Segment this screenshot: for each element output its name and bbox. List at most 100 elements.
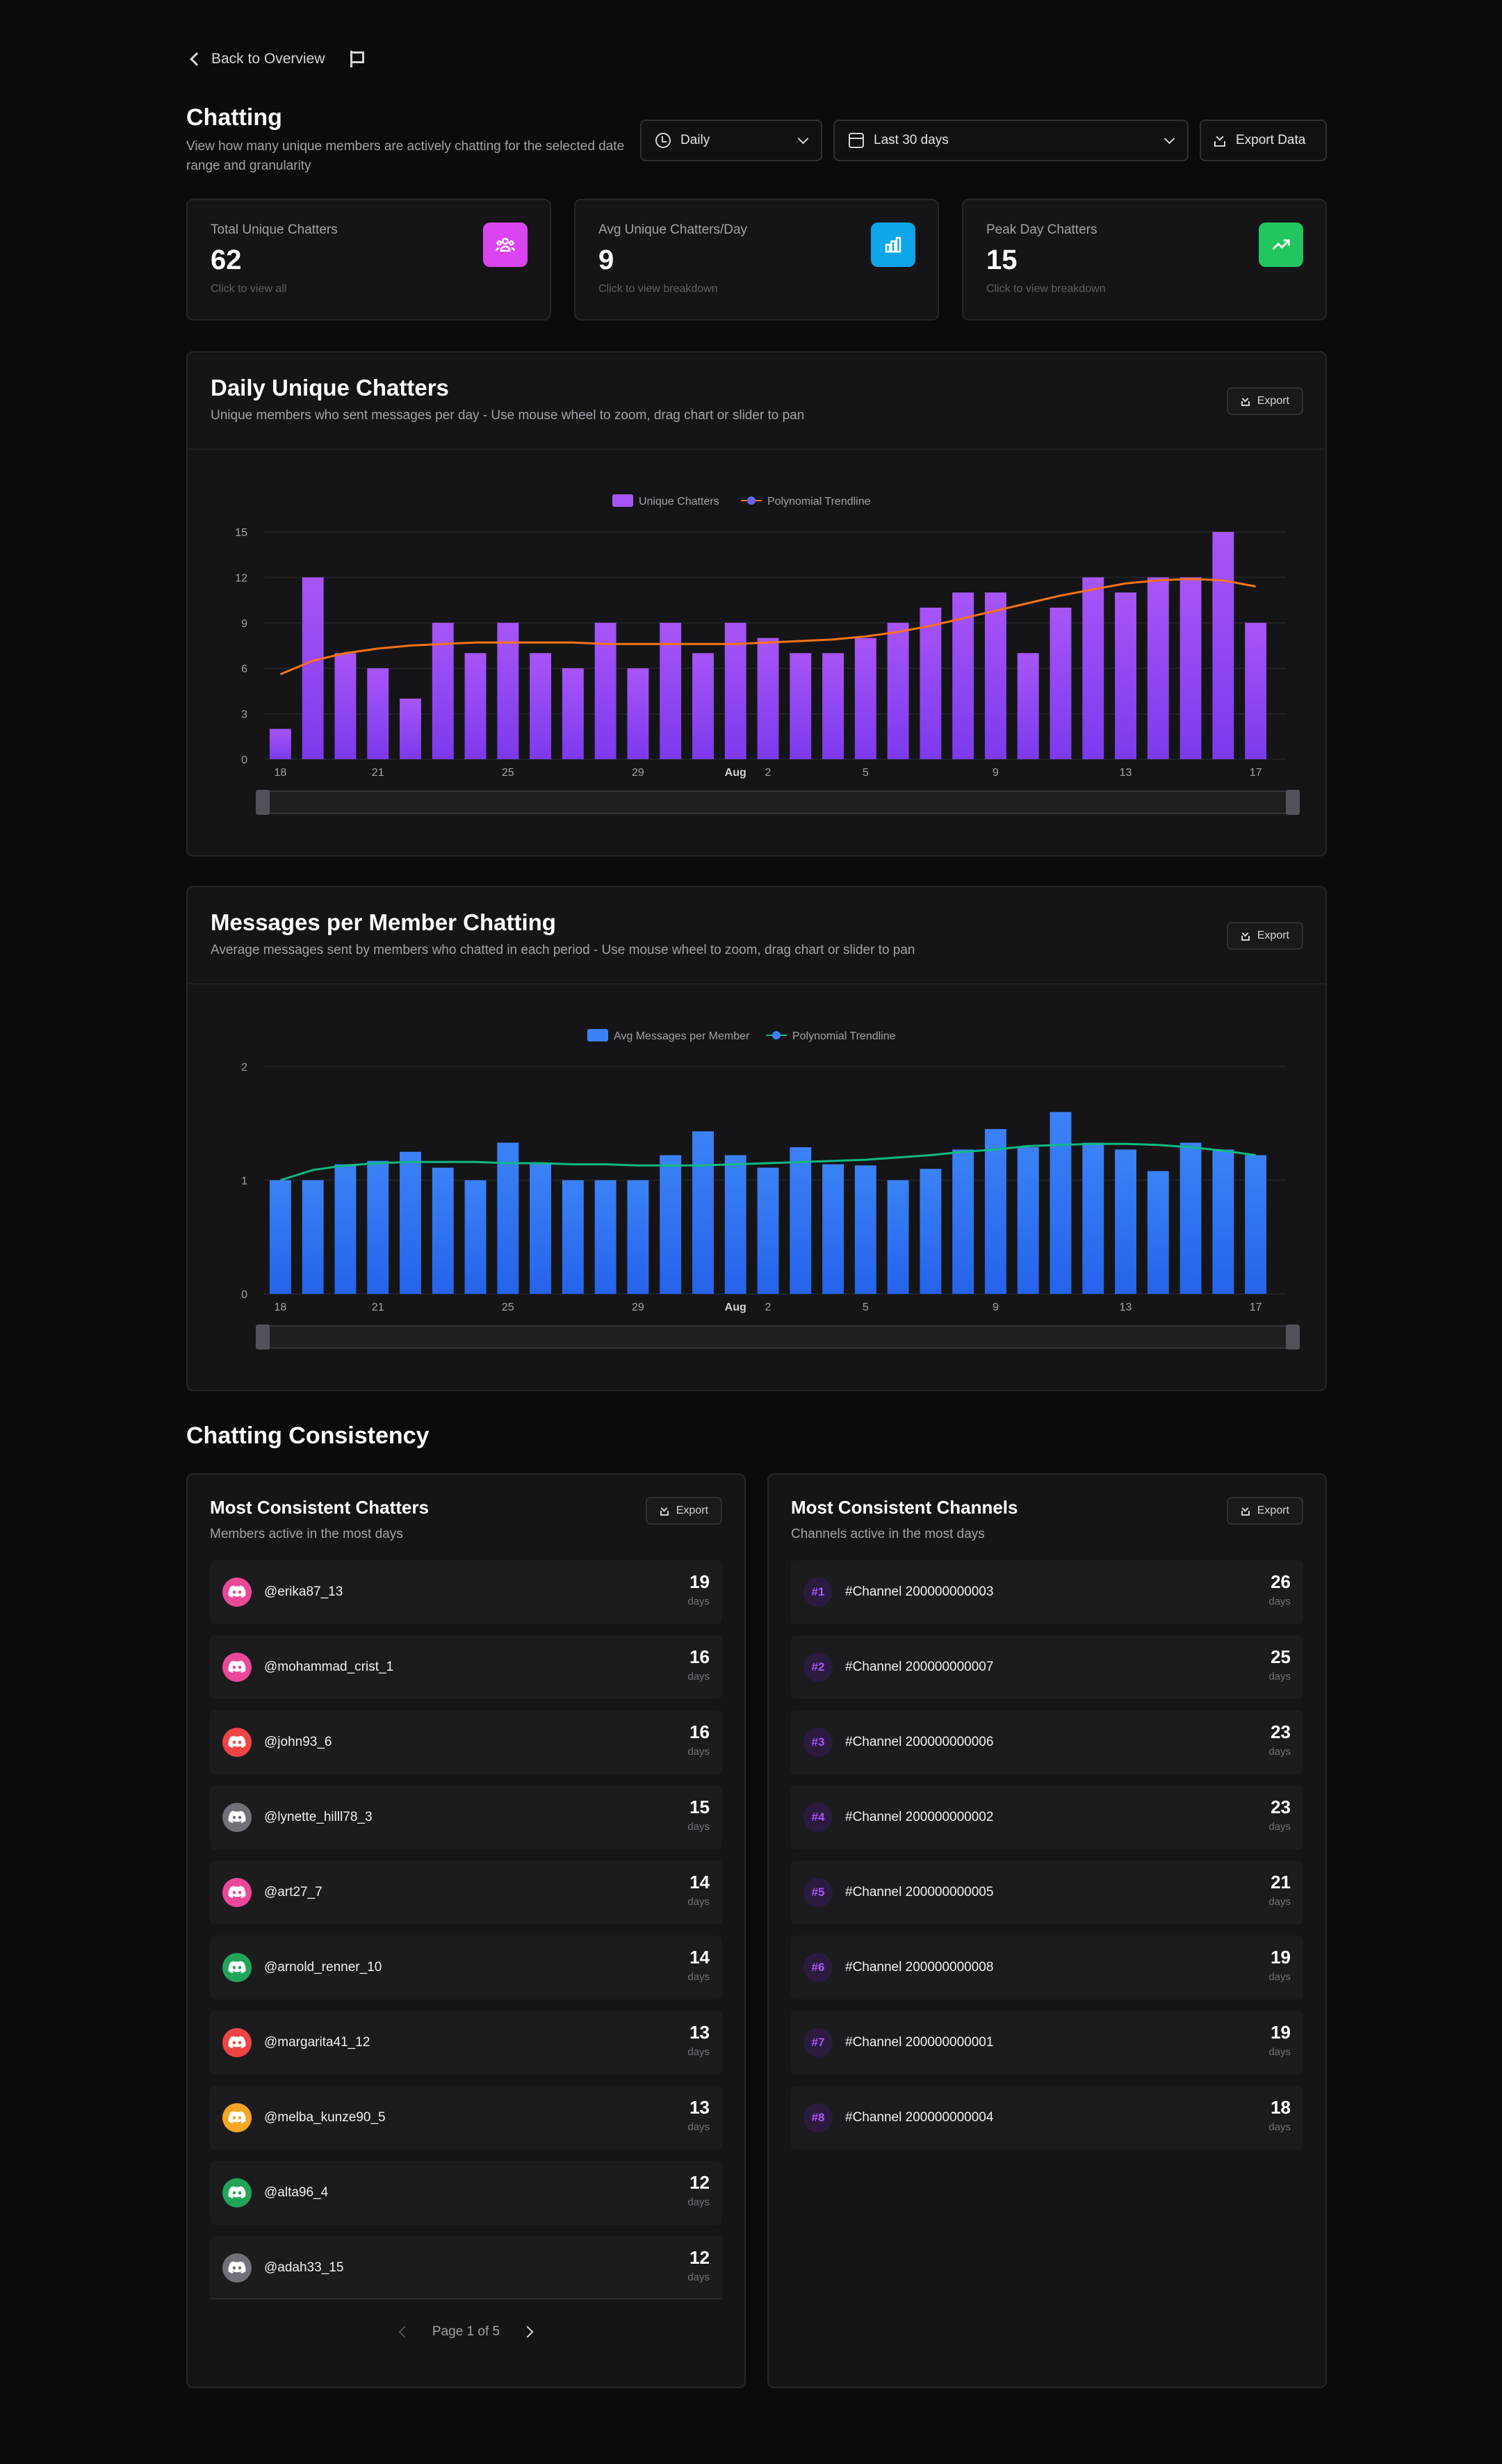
bar-aug-1[interactable] bbox=[724, 1155, 746, 1294]
bar-aug-10[interactable] bbox=[1017, 1147, 1039, 1294]
list-item[interactable]: #7 #Channel 200000000001 19 days bbox=[791, 2011, 1303, 2075]
daily-unique-chatters-chart[interactable]: Unique Chatters Polynomial Trendline 0 3 6 9 1… bbox=[188, 450, 1325, 855]
list-item[interactable]: #3 #Channel 200000000006 23 days bbox=[791, 1710, 1303, 1774]
list-item[interactable]: #8 #Channel 200000000004 18 days bbox=[791, 2086, 1303, 2150]
stat-card-peak-day-chatters[interactable]: Peak Day Chatters 15 Click to view break… bbox=[962, 199, 1327, 321]
zoom-slider-handle-left[interactable] bbox=[256, 1324, 270, 1349]
bar-jul-22[interactable] bbox=[400, 1151, 421, 1294]
bar-jul-20[interactable] bbox=[334, 653, 357, 759]
bar-jul-26[interactable] bbox=[530, 1164, 552, 1294]
bar-aug-6[interactable] bbox=[887, 1180, 909, 1295]
list-item[interactable]: #1 #Channel 200000000003 26 days bbox=[791, 1560, 1303, 1624]
legend-label-trend[interactable]: Polynomial Trendline bbox=[767, 496, 871, 508]
bar-aug-13[interactable] bbox=[1115, 592, 1136, 759]
bar-jul-27[interactable] bbox=[562, 1180, 584, 1295]
list-item[interactable]: @art27_7 14 days bbox=[210, 1861, 722, 1924]
list-item[interactable]: @melba_kunze90_5 13 days bbox=[210, 2086, 722, 2150]
export-button[interactable]: Export bbox=[1226, 1497, 1303, 1525]
list-item[interactable]: @margarita41_12 13 days bbox=[210, 2011, 722, 2075]
list-item[interactable]: #4 #Channel 200000000002 23 days bbox=[791, 1785, 1303, 1849]
list-item[interactable]: @adah33_15 12 days bbox=[210, 2236, 722, 2300]
zoom-slider-handle-left[interactable] bbox=[256, 790, 270, 815]
list-item[interactable]: @john93_6 16 days bbox=[210, 1710, 722, 1774]
bar-aug-13[interactable] bbox=[1115, 1149, 1136, 1294]
bar-aug-12[interactable] bbox=[1082, 577, 1104, 759]
bar-aug-9[interactable] bbox=[984, 1128, 1006, 1294]
export-data-button[interactable]: Export Data bbox=[1200, 120, 1327, 161]
bar-aug-2[interactable] bbox=[757, 1167, 779, 1294]
zoom-slider-handle-right[interactable] bbox=[1286, 1324, 1300, 1349]
legend-label-trend[interactable]: Polynomial Trendline bbox=[792, 1030, 896, 1042]
bar-aug-16[interactable] bbox=[1212, 1149, 1234, 1294]
zoom-slider-track[interactable] bbox=[258, 1325, 1292, 1349]
bar-aug-4[interactable] bbox=[822, 1164, 844, 1294]
bar-aug-10[interactable] bbox=[1017, 653, 1039, 759]
bar-jul-28[interactable] bbox=[594, 1180, 617, 1295]
export-button[interactable]: Export bbox=[1226, 922, 1303, 950]
bar-jul-27[interactable] bbox=[562, 668, 584, 759]
granularity-select[interactable]: Daily bbox=[640, 120, 822, 161]
bar-aug-12[interactable] bbox=[1082, 1142, 1104, 1294]
list-item[interactable]: @mohammad_crist_1 16 days bbox=[210, 1635, 722, 1699]
export-button[interactable]: Export bbox=[645, 1497, 722, 1525]
bar-aug-6[interactable] bbox=[887, 622, 909, 759]
bar-jul-23[interactable] bbox=[432, 1167, 454, 1294]
chevron-left-icon[interactable] bbox=[398, 2326, 411, 2338]
list-item[interactable]: #6 #Channel 200000000008 19 days bbox=[791, 1936, 1303, 2000]
zoom-slider-track[interactable] bbox=[258, 791, 1292, 814]
bar-jul-26[interactable] bbox=[530, 653, 552, 759]
list-item[interactable]: #2 #Channel 200000000007 25 days bbox=[791, 1635, 1303, 1699]
bar-jul-31[interactable] bbox=[692, 653, 714, 759]
bar-aug-14[interactable] bbox=[1147, 577, 1169, 759]
export-button[interactable]: Export bbox=[1226, 387, 1303, 415]
back-to-overview-link[interactable]: Back to Overview bbox=[186, 51, 325, 67]
bar-aug-4[interactable] bbox=[822, 653, 844, 759]
bar-jul-23[interactable] bbox=[432, 622, 454, 759]
bar-aug-17[interactable] bbox=[1245, 622, 1267, 759]
bar-jul-19[interactable] bbox=[302, 577, 324, 759]
bar-jul-31[interactable] bbox=[692, 1131, 714, 1294]
bar-aug-17[interactable] bbox=[1245, 1155, 1267, 1294]
bar-jul-21[interactable] bbox=[367, 668, 389, 759]
stat-card-total-unique-chatters[interactable]: Total Unique Chatters 62 Click to view a… bbox=[186, 199, 551, 321]
bar-aug-5[interactable] bbox=[854, 638, 876, 759]
bar-jul-24[interactable] bbox=[464, 1180, 487, 1295]
bar-jul-20[interactable] bbox=[334, 1164, 357, 1294]
messages-per-member-chart[interactable]: Avg Messages per Member Polynomial Trendl… bbox=[188, 984, 1325, 1390]
bar-aug-14[interactable] bbox=[1147, 1171, 1169, 1294]
bar-aug-1[interactable] bbox=[724, 622, 746, 759]
bar-jul-25[interactable] bbox=[497, 1142, 519, 1294]
bar-jul-29[interactable] bbox=[627, 1180, 649, 1295]
bar-jul-28[interactable] bbox=[594, 622, 617, 759]
bar-aug-2[interactable] bbox=[757, 638, 779, 759]
date-range-select[interactable]: Last 30 days bbox=[833, 120, 1189, 161]
bar-aug-9[interactable] bbox=[984, 592, 1006, 759]
list-item[interactable]: @erika87_13 19 days bbox=[210, 1560, 722, 1624]
bar-jul-30[interactable] bbox=[660, 1155, 682, 1294]
bar-jul-29[interactable] bbox=[627, 668, 649, 759]
bar-aug-3[interactable] bbox=[790, 1147, 812, 1294]
bar-aug-3[interactable] bbox=[790, 653, 812, 759]
bar-aug-8[interactable] bbox=[952, 1149, 974, 1294]
bar-aug-15[interactable] bbox=[1179, 1142, 1202, 1294]
list-item[interactable]: @arnold_renner_10 14 days bbox=[210, 1936, 722, 2000]
list-item[interactable]: @alta96_4 12 days bbox=[210, 2161, 722, 2225]
zoom-slider-handle-right[interactable] bbox=[1286, 790, 1300, 815]
legend-label-bars[interactable]: Avg Messages per Member bbox=[614, 1030, 750, 1042]
bar-jul-30[interactable] bbox=[660, 622, 682, 759]
bar-aug-16[interactable] bbox=[1212, 532, 1234, 759]
bar-jul-25[interactable] bbox=[497, 622, 519, 759]
bar-jul-21[interactable] bbox=[367, 1160, 389, 1294]
flag-icon[interactable] bbox=[348, 50, 365, 68]
list-item[interactable]: @lynette_hilll78_3 15 days bbox=[210, 1785, 722, 1849]
bar-jul-24[interactable] bbox=[464, 653, 487, 759]
bar-aug-15[interactable] bbox=[1179, 577, 1202, 759]
list-item[interactable]: #5 #Channel 200000000005 21 days bbox=[791, 1861, 1303, 1924]
legend-label-bars[interactable]: Unique Chatters bbox=[639, 496, 719, 508]
bar-jul-19[interactable] bbox=[302, 1180, 324, 1295]
bar-aug-11[interactable] bbox=[1050, 1112, 1072, 1294]
bar-aug-11[interactable] bbox=[1050, 608, 1072, 759]
chevron-right-icon[interactable] bbox=[521, 2326, 534, 2338]
bar-aug-7[interactable] bbox=[920, 608, 942, 759]
bar-jul-22[interactable] bbox=[400, 698, 421, 759]
